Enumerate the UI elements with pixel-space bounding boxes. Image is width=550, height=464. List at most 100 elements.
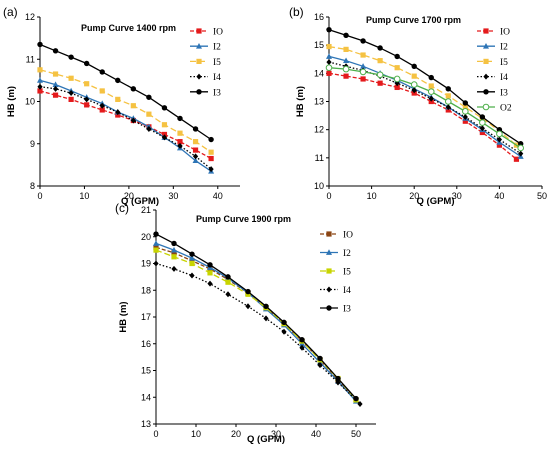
y-tick-label: 12 (25, 12, 35, 22)
data-point (52, 85, 59, 92)
data-point (410, 81, 418, 88)
series-I2 (37, 77, 215, 174)
data-point (99, 107, 105, 113)
data-point (153, 244, 159, 251)
data-point (189, 254, 195, 261)
legend-label: I4 (500, 73, 508, 83)
data-point (146, 111, 152, 117)
data-point (192, 153, 199, 160)
y-tick-label: 18 (141, 285, 151, 295)
legend-label: I2 (213, 43, 221, 53)
panel-tag: (c) (115, 201, 129, 215)
series-line (155, 262, 361, 405)
data-point (52, 81, 59, 87)
panel-tag: (a) (3, 5, 18, 19)
data-point (153, 240, 159, 246)
legend-label: I2 (343, 249, 351, 259)
legend-label: I4 (343, 286, 351, 296)
x-tick-label: 10 (191, 429, 201, 439)
data-point (207, 270, 213, 276)
legend-label: IO (213, 28, 223, 38)
data-point (189, 272, 195, 279)
legend-marker (483, 43, 489, 49)
legend-label: O2 (500, 104, 512, 114)
x-tick-label: 30 (168, 191, 178, 201)
data-point (428, 95, 434, 102)
series-line (328, 45, 517, 146)
legend-marker (326, 268, 332, 274)
y-tick-label: 10 (25, 97, 35, 107)
data-point (411, 87, 417, 94)
data-point (263, 303, 269, 309)
data-point (394, 84, 400, 91)
data-point (479, 125, 485, 132)
data-point (394, 53, 400, 60)
data-point (360, 38, 366, 44)
data-point (462, 104, 468, 110)
data-point (37, 41, 43, 48)
data-point (445, 86, 451, 92)
data-point (52, 92, 59, 98)
data-point (177, 115, 183, 122)
series-line (39, 86, 212, 170)
data-point (376, 71, 384, 79)
series-line (328, 67, 522, 149)
data-point (68, 96, 74, 102)
data-point (263, 315, 269, 322)
data-point (37, 77, 43, 83)
data-point (99, 88, 105, 94)
data-point (207, 280, 213, 287)
data-point (68, 75, 74, 81)
data-point (192, 147, 199, 153)
x-tick-label: 40 (494, 191, 504, 201)
data-point (37, 83, 43, 90)
data-point (189, 260, 195, 267)
chart-panel-0: 8 9 10 11 12 0 10 20 30 40 Q (GPM) HB (m) Pump Curve… (3, 5, 240, 207)
legend-entry: I3 (477, 88, 508, 98)
data-point (360, 52, 366, 58)
data-point (343, 32, 349, 39)
legend-entry: I5 (190, 58, 221, 68)
legend-marker (196, 58, 202, 64)
data-point (411, 73, 417, 79)
data-point (245, 303, 251, 310)
y-tick-label: 21 (141, 205, 151, 215)
data-point (115, 109, 121, 116)
data-point (353, 395, 359, 402)
chart-panel-2: 13 14 15 16 17 18 19 20 21 0 10 20 30 40 50 Q (GPM) HB (… (115, 201, 376, 445)
data-point (462, 113, 468, 120)
x-tick-label: 0 (37, 191, 42, 201)
legend-label: IO (343, 231, 353, 241)
data-point (326, 59, 332, 66)
data-point (326, 26, 332, 33)
data-point (377, 58, 383, 64)
data-point (171, 254, 177, 260)
data-point (130, 117, 136, 124)
x-axis-label: Q (GPM) (121, 196, 159, 207)
legend-entry: I5 (477, 58, 508, 68)
legend-label: I5 (343, 268, 351, 278)
y-tick-label: 15 (314, 40, 324, 50)
data-point (225, 274, 231, 280)
data-point (335, 379, 341, 386)
data-point (479, 119, 486, 126)
data-point (326, 70, 332, 76)
series-I3 (153, 231, 359, 402)
data-point (207, 262, 213, 268)
data-point (326, 43, 332, 50)
data-point (462, 118, 468, 124)
data-point (192, 139, 199, 145)
data-point (281, 328, 287, 335)
legend-label: I2 (500, 43, 508, 53)
data-point (428, 83, 434, 89)
data-point (83, 60, 90, 67)
y-tick-label: 12 (314, 125, 324, 135)
legend-marker (326, 231, 332, 237)
data-point (325, 64, 333, 71)
data-point (393, 75, 401, 83)
y-tick-label: 13 (314, 97, 324, 107)
data-point (326, 53, 332, 59)
y-tick-label: 19 (141, 259, 151, 269)
data-point (189, 258, 195, 264)
